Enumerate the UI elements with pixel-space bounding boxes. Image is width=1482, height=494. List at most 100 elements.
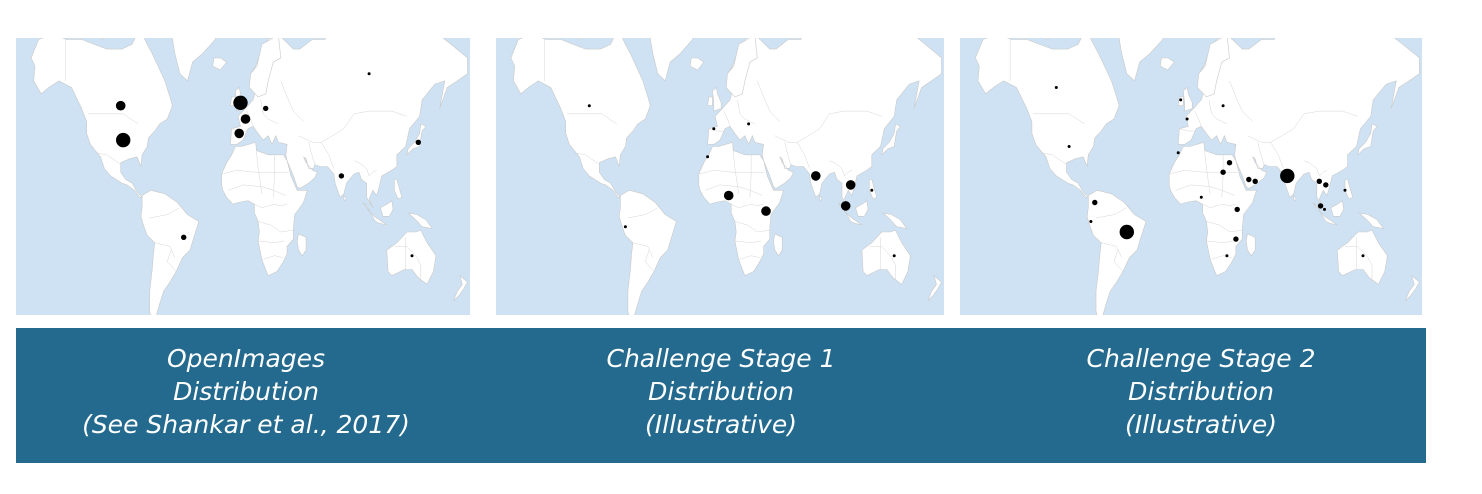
distribution-dot (811, 171, 821, 181)
distribution-dot (115, 100, 126, 111)
border-layer (544, 39, 896, 283)
land-layer (510, 38, 942, 315)
distribution-dot (181, 234, 187, 240)
distribution-dot (1233, 236, 1239, 242)
landmass-greenland (649, 38, 694, 82)
country-border (1101, 242, 1122, 258)
landmass-scandinavia (248, 38, 282, 98)
country-border (254, 203, 288, 208)
country-border (280, 80, 304, 122)
landmass-madagascar (773, 233, 783, 257)
landmass-madagascar (296, 233, 307, 257)
landmass-south-america (1086, 189, 1147, 315)
distribution-dot (840, 201, 851, 211)
landmass-indonesia (1312, 202, 1338, 226)
country-border (261, 255, 284, 260)
landmass-australia (861, 229, 911, 285)
distribution-dot (240, 114, 251, 124)
landmass-north-america (30, 38, 173, 198)
distribution-dot (1361, 254, 1365, 258)
country-border (1203, 142, 1211, 194)
landmass-new-zealand (1405, 274, 1420, 302)
country-border (1229, 80, 1253, 122)
country-border (95, 152, 121, 165)
landmass-sri-lanka (1293, 194, 1297, 202)
landmass-borneo (380, 200, 394, 217)
distribution-dot (587, 104, 591, 108)
country-border (734, 221, 770, 233)
landmass-iceland (212, 57, 228, 71)
landmass-north-america (975, 38, 1120, 198)
country-border (784, 142, 792, 165)
country-border (1303, 160, 1328, 177)
distribution-dot (1225, 254, 1229, 258)
country-border (273, 154, 275, 198)
caption-line: (Illustrative) (1125, 410, 1277, 439)
country-border (698, 170, 765, 175)
country-border (566, 113, 617, 125)
distribution-dot (263, 105, 269, 112)
country-border (308, 142, 316, 165)
distribution-dot (1252, 178, 1258, 184)
distribution-dot (1119, 224, 1134, 240)
world-map (975, 38, 1420, 315)
distribution-dot (1343, 188, 1347, 192)
distribution-dot (1179, 98, 1183, 102)
landmass-eurasia (230, 38, 468, 208)
country-border (255, 142, 263, 194)
landmass-new-guinea (1358, 212, 1385, 229)
landmass-iceland (689, 57, 705, 71)
land-layer (30, 38, 468, 315)
country-border (246, 110, 254, 127)
distribution-dot (1067, 145, 1071, 148)
country-border (154, 242, 176, 258)
country-border (1206, 221, 1243, 233)
distribution-dot (1226, 160, 1233, 166)
country-border (723, 110, 731, 127)
country-border (708, 128, 724, 132)
distribution-dot (1185, 117, 1189, 121)
country-border (167, 250, 177, 272)
caption-line: OpenImages (166, 344, 326, 373)
country-border (1194, 110, 1202, 127)
openimages-caption: OpenImages Distribution (See Shankar et … (11, 342, 481, 441)
openimages-distribution-map (16, 38, 470, 315)
landmass-new-guinea (407, 212, 433, 229)
distribution-dot (747, 122, 751, 126)
distribution-dot (1089, 220, 1093, 223)
country-border (1221, 154, 1224, 198)
distribution-dot (233, 95, 248, 110)
landmass-arctic-islands (1046, 38, 1050, 40)
landmass-madagascar (1245, 233, 1256, 257)
country-border (869, 246, 896, 283)
distribution-dot (1176, 151, 1180, 155)
distribution-dot (1323, 207, 1326, 211)
distribution-dot (712, 127, 716, 131)
country-border (732, 142, 739, 194)
caption-line: Challenge Stage 2 (1086, 344, 1316, 373)
landmass-japan (1357, 123, 1378, 156)
landmass-iceland (1159, 57, 1175, 71)
caption-line: Distribution (648, 377, 794, 406)
distribution-dot (870, 188, 874, 192)
country-border (1210, 255, 1233, 260)
country-border (645, 250, 655, 272)
country-border (1270, 142, 1284, 169)
distribution-dots (587, 104, 896, 258)
country-border (1206, 240, 1234, 243)
landmass-eurasia (1177, 38, 1420, 208)
country-border (1175, 184, 1235, 196)
country-border (1033, 113, 1085, 125)
landmass-borneo (1330, 200, 1345, 217)
landmass-scandinavia (1197, 38, 1230, 98)
challenge-stage2-caption: Challenge Stage 2 Distribution (Illustra… (966, 342, 1436, 441)
distribution-dot (1092, 199, 1098, 206)
distribution-dot (1317, 203, 1324, 209)
country-border (353, 160, 377, 177)
country-border (1202, 203, 1236, 208)
country-border (221, 170, 289, 175)
challenge-stage1-distribution-map (496, 38, 944, 315)
caption-banner: OpenImages Distribution (See Shankar et … (16, 328, 1426, 463)
distribution-dot (415, 139, 421, 145)
caption-line: Distribution (1128, 377, 1274, 406)
